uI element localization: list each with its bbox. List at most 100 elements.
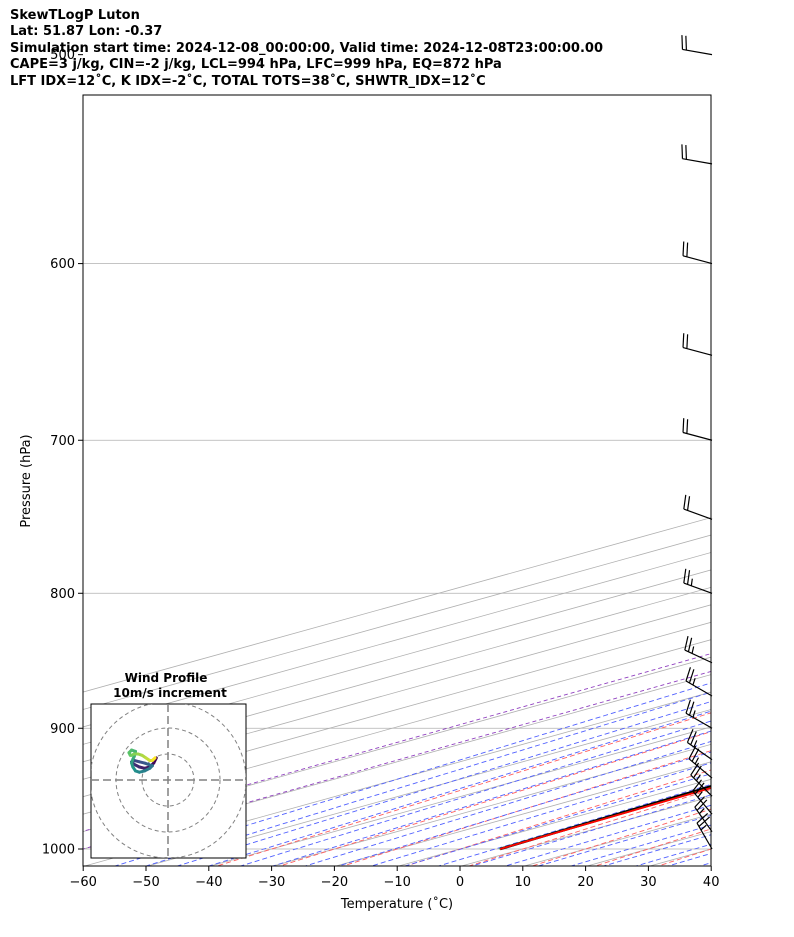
title-indices-cape: CAPE=3 j/kg, CIN=-2 j/kg, LCL=994 hPa, L…: [10, 57, 502, 73]
wind-barb-shaft: [685, 712, 713, 729]
axis-layer: −60 −50 −40 −30 −20 −10 0 10 20 30 40 1000 900 800 700…: [42, 48, 720, 890]
wind-barb-shaft: [692, 790, 713, 815]
wind-barb-feather: [686, 242, 689, 257]
dry-adiabat-line: [593, 828, 711, 866]
wind-barb: [694, 796, 713, 833]
isotherm-line: [522, 813, 711, 866]
wind-barb-feather: [681, 144, 684, 159]
x-axis-label: Temperature (˚C): [340, 896, 453, 912]
x-tick-label: 30: [640, 875, 657, 890]
wind-barb-feather: [684, 635, 689, 651]
x-tick-label: 40: [703, 875, 720, 890]
wind-barb-feather: [694, 796, 705, 808]
wind-barb-feather: [690, 762, 700, 776]
wind-barb-shaft: [682, 431, 713, 441]
moist-adiabat-line: [634, 843, 711, 866]
wind-barb-shaft: [682, 346, 713, 356]
dry-adiabat-line: [760, 0, 794, 937]
wind-barb-feather: [692, 779, 702, 792]
hodograph-trace-segment: [152, 756, 157, 761]
hodograph: Wind Profile 10m/s increment: [90, 671, 247, 859]
x-tick-label: −20: [321, 875, 348, 890]
wind-barb-feather: [685, 699, 691, 714]
x-tick-label: 0: [456, 875, 464, 890]
x-tick-label: −50: [132, 875, 159, 890]
wind-barb: [685, 667, 713, 697]
hodograph-plot: [91, 704, 246, 858]
x-tick-label: 10: [515, 875, 532, 890]
y-axis-label: Pressure (hPa): [19, 434, 34, 527]
y-tick-label: 900: [50, 722, 75, 737]
wind-barb-feather: [688, 745, 697, 760]
moist-adiabat-line: [303, 740, 711, 866]
dry-adiabat-line: [695, 0, 794, 937]
wind-barb-shaft: [683, 582, 713, 594]
y-tick-label: 500: [50, 48, 75, 63]
wind-barb-half-feather: [692, 710, 696, 718]
wind-barb-half-feather: [690, 578, 693, 586]
wind-barb-half-feather: [692, 677, 696, 686]
wind-barb: [686, 729, 713, 761]
wind-barb: [682, 418, 713, 441]
wind-barb-feather: [687, 637, 693, 652]
wind-barb-feather: [685, 145, 687, 160]
wind-barbs: [681, 35, 713, 850]
x-tick-label: 20: [577, 875, 594, 890]
y-tick-label: 600: [50, 257, 75, 272]
wind-barb: [685, 699, 713, 729]
moist-adiabat-line: [666, 853, 711, 866]
wind-barb-half-feather: [698, 808, 705, 815]
wind-barb-shaft: [683, 508, 713, 520]
wind-barb-feather: [686, 496, 691, 511]
moist-adiabat-line: [602, 834, 711, 866]
isotherm-line: [648, 848, 711, 866]
wind-barb-feather: [690, 731, 697, 745]
x-tick-label: −10: [383, 875, 410, 890]
wind-barb-feather: [683, 568, 687, 584]
wind-barb-feather: [694, 782, 705, 795]
dry-adiabat-line: [630, 0, 794, 937]
x-tick-label: −30: [258, 875, 285, 890]
title-times: Simulation start time: 2024-12-08_00:00:…: [10, 40, 603, 56]
wind-barb-half-feather: [695, 774, 701, 782]
x-tick-label: −40: [195, 875, 222, 890]
wind-barb-shaft: [682, 255, 713, 265]
wind-barb-half-feather: [700, 824, 707, 831]
dry-adiabat-line: [501, 0, 794, 937]
wind-barb-feather: [686, 729, 694, 743]
wind-barb-half-feather: [691, 646, 695, 654]
y-tick-label: 700: [50, 434, 75, 449]
wind-barb-feather: [696, 799, 708, 811]
moist-adiabat-line: [536, 814, 711, 866]
wind-barb: [683, 494, 713, 520]
wind-barb-feather: [682, 241, 685, 256]
wind-barb-shaft: [685, 680, 713, 697]
wind-barb: [681, 35, 713, 56]
wind-barb-shaft: [682, 48, 713, 56]
wind-barb-shaft: [684, 649, 713, 664]
wind-barb: [682, 333, 713, 356]
wind-barb-feather: [686, 419, 689, 434]
x-tick-label: −60: [69, 875, 96, 890]
y-tick-label: 1000: [42, 843, 75, 858]
title-indices-lft: LFT IDX=12˚C, K IDX=-2˚C, TOTAL TOTS=38˚…: [10, 73, 486, 89]
hodograph-title: Wind Profile: [125, 671, 208, 685]
wind-barb: [682, 241, 713, 265]
y-tick-label: 800: [50, 587, 75, 602]
chart-title-block: SkewTLogP Luton Lat: 51.87 Lon: -0.37 Si…: [10, 8, 603, 90]
wind-barb: [681, 144, 713, 165]
moist-adiabat-line: [503, 804, 711, 866]
wind-barb-half-feather: [694, 757, 700, 765]
wind-barb-feather: [691, 748, 700, 762]
wind-barb-half-feather: [697, 791, 703, 798]
title-latlon: Lat: 51.87 Lon: -0.37: [10, 24, 163, 40]
title-station: SkewTLogP Luton: [10, 8, 140, 23]
wind-barb-feather: [685, 35, 687, 51]
wind-barb-feather: [683, 494, 687, 510]
wind-barb-feather: [682, 418, 685, 433]
moist-adiabat-line: [370, 762, 711, 866]
